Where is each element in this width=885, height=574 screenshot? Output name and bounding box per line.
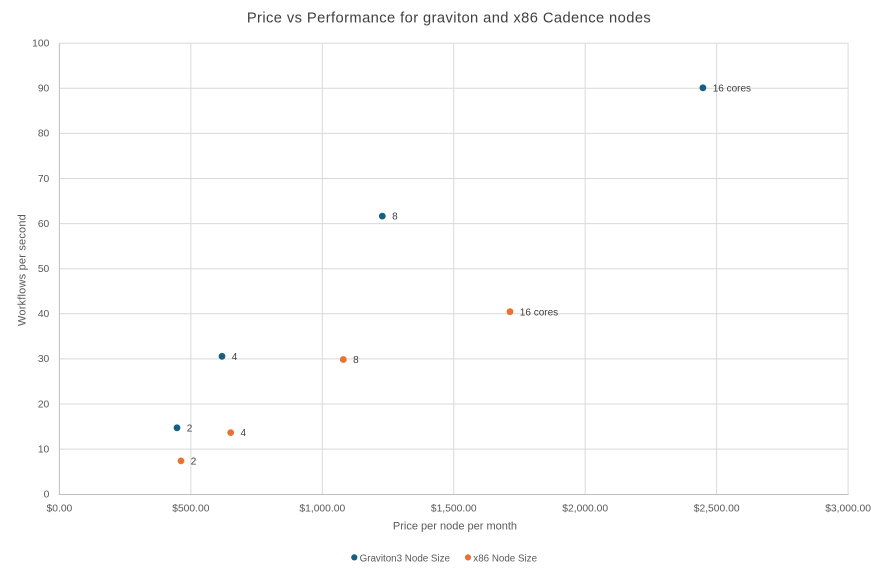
- svg-text:50: 50: [38, 264, 50, 275]
- svg-text:0: 0: [44, 490, 50, 501]
- svg-text:4: 4: [232, 352, 238, 363]
- svg-text:Price vs Performance for gravi: Price vs Performance for graviton and x8…: [247, 10, 651, 26]
- svg-text:40: 40: [38, 309, 50, 320]
- svg-text:$3,000.00: $3,000.00: [825, 503, 871, 514]
- svg-text:4: 4: [241, 428, 247, 439]
- svg-text:x86 Node Size: x86 Node Size: [473, 553, 537, 564]
- svg-text:$1,500.00: $1,500.00: [431, 503, 477, 514]
- svg-text:16 cores: 16 cores: [713, 83, 751, 94]
- svg-text:8: 8: [392, 212, 398, 223]
- svg-text:30: 30: [38, 354, 50, 365]
- svg-text:Price per node per month: Price per node per month: [393, 520, 517, 532]
- svg-text:$2,500.00: $2,500.00: [694, 503, 740, 514]
- svg-text:2: 2: [187, 423, 193, 434]
- svg-text:$0.00: $0.00: [47, 503, 73, 514]
- svg-text:60: 60: [38, 219, 50, 230]
- svg-text:100: 100: [32, 39, 49, 50]
- svg-text:Workflows per second: Workflows per second: [16, 214, 28, 326]
- svg-text:16 cores: 16 cores: [520, 307, 558, 318]
- svg-text:10: 10: [38, 444, 50, 455]
- svg-text:Graviton3 Node Size: Graviton3 Node Size: [360, 553, 451, 564]
- svg-text:20: 20: [38, 399, 50, 410]
- svg-text:$1,000.00: $1,000.00: [299, 503, 345, 514]
- svg-text:8: 8: [353, 355, 359, 366]
- svg-text:$2,000.00: $2,000.00: [562, 503, 608, 514]
- svg-text:70: 70: [38, 174, 50, 185]
- svg-text:80: 80: [38, 129, 50, 140]
- svg-text:2: 2: [191, 457, 197, 468]
- svg-text:90: 90: [38, 84, 50, 95]
- svg-text:$500.00: $500.00: [172, 503, 209, 514]
